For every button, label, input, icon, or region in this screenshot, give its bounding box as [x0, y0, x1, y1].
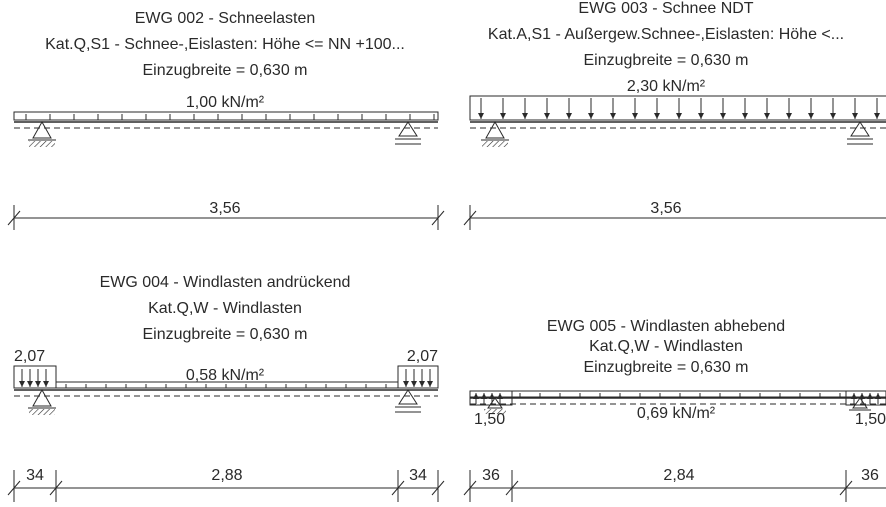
tributary-width: Einzugbreite = 0,630 m	[584, 359, 749, 376]
pin-support-left	[484, 397, 506, 414]
dimension-line	[7, 470, 445, 502]
load-value: 1,00 kN/m²	[186, 94, 265, 111]
dim-right: 34	[409, 467, 427, 484]
panel-title: EWG 003 - Schnee NDT	[578, 0, 753, 17]
load-value: 0,69 kN/m²	[637, 405, 716, 422]
load-block	[13, 111, 439, 121]
beam	[14, 121, 438, 129]
dim-middle: 2,84	[663, 467, 694, 484]
span-length: 3,56	[209, 200, 240, 217]
tributary-width: Einzugbreite = 0,630 m	[584, 52, 749, 69]
edge-load-right: 1,50	[855, 411, 886, 428]
pin-support-left	[481, 120, 509, 147]
dim-middle: 2,88	[211, 467, 242, 484]
panel-title: EWG 005 - Windlasten abhebend	[547, 318, 785, 335]
panel-title: EWG 002 - Schneelasten	[135, 10, 316, 27]
edge-load-left: 2,07	[14, 348, 45, 365]
panel-ewg-003: EWG 003 - Schnee NDT Kat.A,S1 - Außergew…	[463, 0, 886, 230]
roller-support-right	[847, 121, 873, 145]
edge-load-right: 2,07	[407, 348, 438, 365]
load-value: 2,30 kN/m²	[627, 78, 706, 95]
load-category: Kat.A,S1 - Außergew.Schnee-,Eislasten: H…	[488, 26, 844, 43]
beam	[470, 397, 886, 405]
dimension-line	[463, 205, 886, 230]
load-category: Kat.Q,W - Windlasten	[589, 338, 743, 355]
span-length: 3,56	[650, 200, 681, 217]
load-value: 0,58 kN/m²	[186, 367, 265, 384]
load-block	[469, 95, 886, 121]
tributary-width: Einzugbreite = 0,630 m	[143, 62, 308, 79]
dimension-line	[463, 470, 886, 502]
dim-left: 36	[482, 467, 500, 484]
pin-support-left	[28, 120, 56, 147]
load-category: Kat.Q,S1 - Schnee-,Eislasten: Höhe <= NN…	[45, 36, 405, 53]
dim-left: 34	[26, 467, 44, 484]
load-block	[13, 365, 439, 389]
tributary-width: Einzugbreite = 0,630 m	[143, 326, 308, 343]
panel-ewg-002: EWG 002 - Schneelasten Kat.Q,S1 - Schnee…	[7, 10, 445, 230]
beam	[14, 389, 438, 397]
panel-ewg-004: EWG 004 - Windlasten andrückend Kat.Q,W …	[7, 274, 445, 502]
roller-support-right	[395, 389, 421, 413]
roller-support-right	[395, 121, 421, 145]
beam	[470, 121, 886, 129]
load-category: Kat.Q,W - Windlasten	[148, 300, 302, 317]
pin-support-left	[28, 388, 56, 415]
edge-load-left: 1,50	[474, 411, 505, 428]
panel-ewg-005: EWG 005 - Windlasten abhebend Kat.Q,W - …	[463, 318, 886, 502]
roller-support-right	[849, 397, 871, 411]
dim-right: 36	[861, 467, 879, 484]
dimension-line	[7, 205, 445, 230]
panel-title: EWG 004 - Windlasten andrückend	[100, 274, 351, 291]
